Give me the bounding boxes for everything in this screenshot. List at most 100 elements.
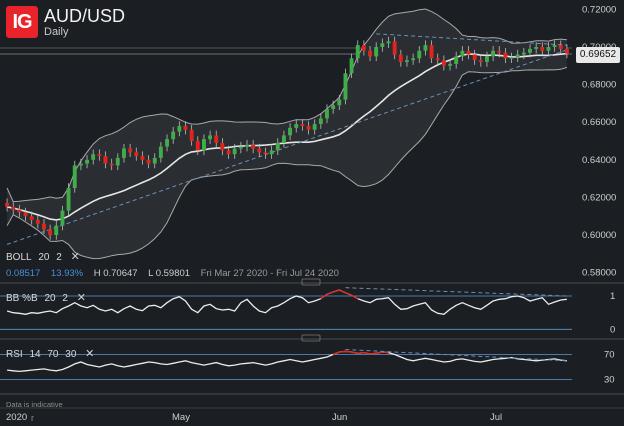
candle-down bbox=[189, 129, 194, 141]
candle-down bbox=[134, 152, 139, 157]
candle-up bbox=[546, 47, 551, 51]
candle-down bbox=[226, 150, 231, 155]
candle-up bbox=[515, 54, 520, 58]
candle-up bbox=[405, 60, 409, 63]
candle-down bbox=[214, 135, 219, 143]
candle-down bbox=[478, 60, 483, 63]
candle-up bbox=[165, 139, 169, 147]
candle-down bbox=[565, 48, 569, 54]
candle-down bbox=[300, 124, 305, 126]
rsi-legend[interactable]: RSI 14 70 30 ✕ bbox=[6, 347, 98, 360]
rsi-overbought-segment bbox=[332, 350, 389, 356]
resistance-trendline bbox=[376, 33, 567, 46]
candle-down bbox=[195, 141, 200, 151]
candle-up bbox=[423, 45, 428, 51]
x-tick-marker: r bbox=[31, 413, 34, 423]
candle-up bbox=[60, 210, 65, 226]
rsi-tick-label: 30 bbox=[604, 375, 615, 386]
candle-down bbox=[540, 47, 545, 51]
candle-down bbox=[251, 144, 256, 149]
bbpct-legend[interactable]: BB %B 20 2 ✕ bbox=[6, 291, 90, 304]
candle-up bbox=[552, 45, 557, 47]
candle-up bbox=[325, 109, 329, 119]
candle-down bbox=[306, 126, 311, 130]
bollinger-lower-band bbox=[6, 66, 568, 260]
rsi-trendline bbox=[345, 349, 567, 362]
candle-up bbox=[122, 148, 126, 158]
candle-down bbox=[220, 142, 225, 151]
candle-up bbox=[318, 118, 323, 124]
current-price-label: 0.69652 bbox=[576, 47, 620, 63]
candle-down bbox=[361, 45, 366, 51]
boll-legend[interactable]: BOLL 20 2 ✕ bbox=[6, 250, 84, 263]
candle-up bbox=[337, 99, 342, 106]
boll-values: 0.08517 13.93% H 0.70647 L 0.59801 Fri M… bbox=[6, 268, 339, 279]
candle-up bbox=[208, 135, 212, 140]
candle-up bbox=[491, 50, 495, 57]
candle-up bbox=[282, 135, 286, 143]
candle-up bbox=[85, 159, 89, 164]
candle-up bbox=[417, 50, 422, 59]
candle-up bbox=[202, 139, 206, 151]
candle-up bbox=[528, 48, 532, 53]
candle-up bbox=[269, 150, 274, 155]
candle-up bbox=[275, 142, 280, 151]
candle-down bbox=[392, 41, 397, 55]
boll-period: 20 bbox=[38, 252, 50, 263]
rsi-name: RSI bbox=[6, 349, 23, 360]
candle-down bbox=[146, 159, 151, 164]
candle-down bbox=[11, 206, 16, 210]
candle-up bbox=[177, 126, 182, 132]
candle-up bbox=[380, 43, 385, 47]
candle-up bbox=[331, 105, 336, 110]
candle-down bbox=[368, 50, 372, 57]
price-tick-label: 0.68000 bbox=[582, 80, 616, 91]
candle-up bbox=[78, 163, 83, 166]
x-label-jun: Jun bbox=[332, 412, 348, 423]
candle-down bbox=[497, 50, 502, 53]
candle-up bbox=[509, 57, 514, 59]
candle-up bbox=[485, 56, 489, 62]
bbpct-tick-label: 0 bbox=[610, 324, 615, 335]
candle-up bbox=[454, 56, 459, 64]
candle-up bbox=[232, 148, 237, 155]
candle-down bbox=[257, 148, 262, 153]
candle-down bbox=[398, 54, 403, 62]
candle-up bbox=[115, 157, 120, 166]
boll-name: BOLL bbox=[6, 252, 32, 263]
candle-down bbox=[441, 60, 446, 66]
low-label: L bbox=[148, 268, 154, 279]
instrument-symbol[interactable]: AUD/USD bbox=[44, 6, 126, 26]
price-tick-label: 0.66000 bbox=[582, 117, 616, 128]
candle-up bbox=[158, 146, 163, 158]
candle-down bbox=[103, 156, 108, 164]
close-icon[interactable]: ✕ bbox=[85, 348, 95, 360]
interval-label[interactable]: Daily bbox=[44, 26, 69, 38]
candle-down bbox=[435, 58, 440, 61]
candle-down bbox=[128, 148, 133, 153]
bbpct-overbought-segment bbox=[320, 289, 359, 300]
candle-down bbox=[503, 52, 508, 59]
price-tick-label: 0.62000 bbox=[582, 192, 616, 203]
close-icon[interactable]: ✕ bbox=[76, 292, 86, 304]
bbpct-stddev: 2 bbox=[62, 293, 68, 304]
x-label-jul: Jul bbox=[490, 412, 503, 423]
bbpct-period: 20 bbox=[44, 293, 56, 304]
close-icon[interactable]: ✕ bbox=[70, 251, 80, 263]
candle-up bbox=[288, 127, 292, 136]
candle-down bbox=[109, 163, 114, 166]
candle-up bbox=[171, 131, 176, 140]
candle-up bbox=[66, 188, 71, 211]
bbpct-tick-label: 1 bbox=[610, 291, 615, 302]
candle-up bbox=[294, 124, 299, 128]
candle-up bbox=[245, 144, 249, 147]
candle-down bbox=[48, 229, 53, 235]
candle-down bbox=[29, 216, 34, 220]
candle-down bbox=[140, 156, 145, 160]
candle-up bbox=[374, 47, 379, 57]
candle-up bbox=[460, 50, 465, 57]
high-label: H bbox=[93, 268, 101, 279]
candle-up bbox=[386, 41, 391, 44]
